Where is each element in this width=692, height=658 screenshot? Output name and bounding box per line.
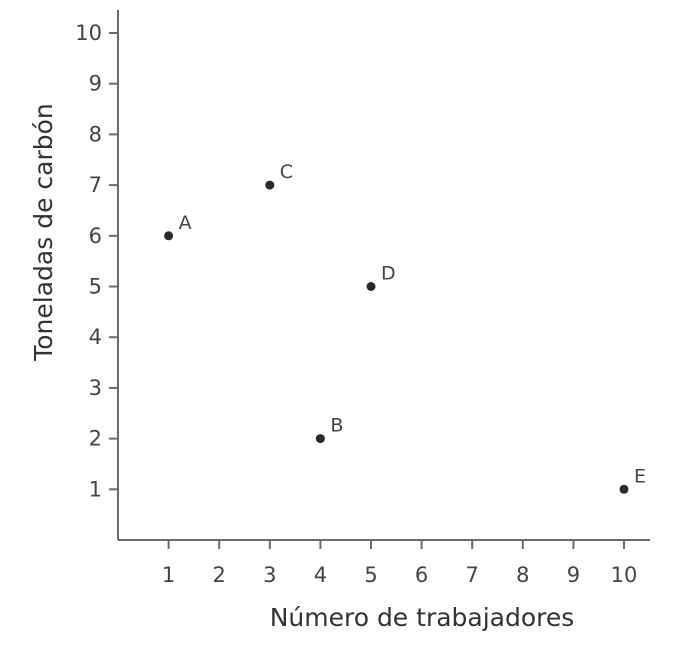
y-tick-label-10: 10 (75, 21, 102, 45)
data-points: A B C D E (164, 161, 646, 494)
y-tick-label-9: 9 (89, 72, 102, 96)
y-axis-title: Toneladas de carbón (29, 103, 58, 362)
x-tick-label-8: 8 (516, 563, 529, 587)
data-point-label-e: E (634, 465, 646, 487)
x-tick-label-1: 1 (162, 563, 175, 587)
data-point-label-b: B (330, 415, 343, 437)
x-tick-label-2: 2 (213, 563, 226, 587)
x-tick-label-4: 4 (314, 563, 327, 587)
y-tick-label-4: 4 (89, 325, 102, 349)
data-point-a (164, 231, 174, 241)
y-tick-label-6: 6 (89, 224, 102, 248)
x-tick-label-10: 10 (611, 563, 638, 587)
y-tick-label-8: 8 (89, 122, 102, 146)
y-ticks: 1 2 3 4 5 6 7 8 9 10 (75, 21, 118, 501)
y-tick-label-2: 2 (89, 427, 102, 451)
x-tick-label-7: 7 (466, 563, 479, 587)
y-tick-label-3: 3 (89, 376, 102, 400)
data-point-label-d: D (381, 263, 396, 285)
x-tick-label-9: 9 (567, 563, 580, 587)
data-point-d (366, 282, 376, 291)
data-point-label-c: C (280, 161, 293, 183)
data-point-e (619, 484, 629, 494)
data-point-label-a: A (179, 212, 192, 234)
x-tick-label-6: 6 (415, 563, 428, 587)
y-tick-label-5: 5 (89, 275, 102, 299)
y-tick-label-1: 1 (89, 477, 102, 501)
x-tick-label-3: 3 (263, 563, 276, 587)
axes (117, 10, 650, 541)
x-axis-title: Número de trabajadores (270, 603, 575, 632)
y-tick-label-7: 7 (89, 173, 102, 197)
data-point-b (315, 434, 325, 444)
x-tick-label-5: 5 (364, 563, 377, 587)
data-point-c (265, 180, 275, 190)
x-ticks: 1 2 3 4 5 6 7 8 9 10 (162, 540, 637, 587)
